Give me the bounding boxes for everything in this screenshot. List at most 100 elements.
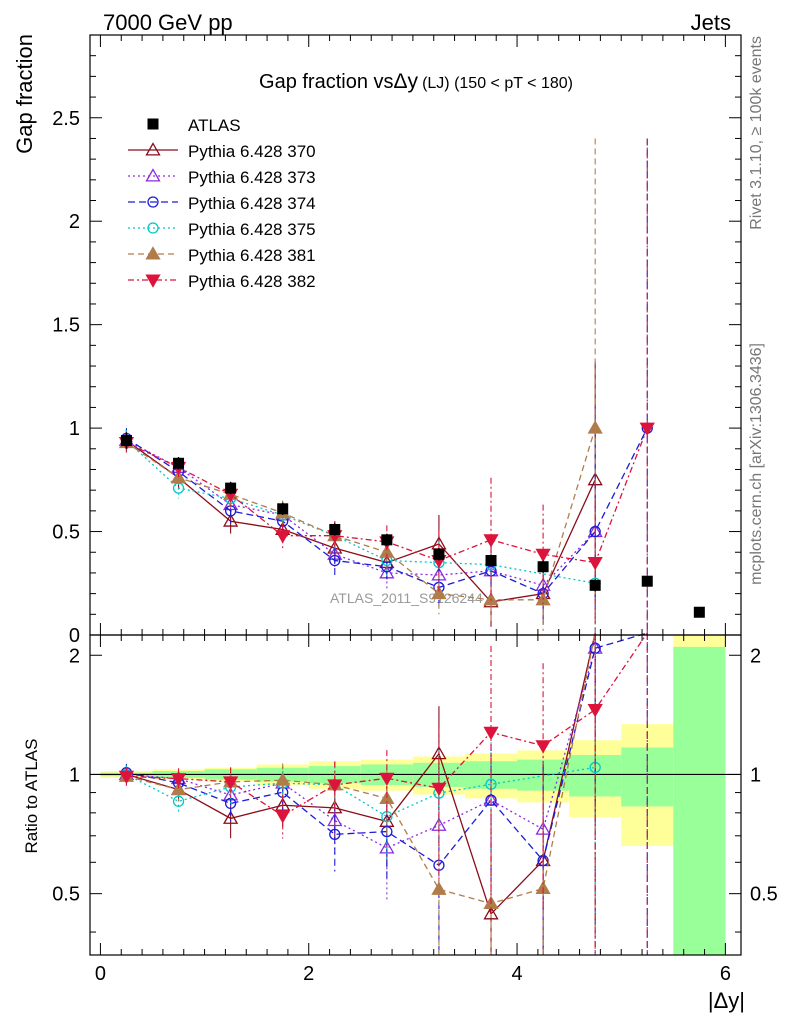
- ratio-series-line: [126, 632, 648, 817]
- series-line: [126, 439, 596, 603]
- ratio-series-line: [126, 632, 596, 905]
- x-tick-label: 2: [303, 963, 314, 985]
- ratio-panel-frame: [89, 634, 742, 956]
- legend-marker: [145, 274, 161, 288]
- header-jets: Jets: [691, 10, 731, 35]
- series-point: [535, 548, 551, 563]
- ratio-point: [431, 782, 447, 797]
- legend-item: Pythia 6.428 373: [128, 168, 316, 187]
- legend-label: Pythia 6.428 382: [188, 272, 316, 291]
- legend-item: Pythia 6.428 370: [128, 142, 316, 161]
- ratio-point: [327, 812, 343, 827]
- legend-marker: [145, 246, 161, 260]
- data-point: [433, 548, 445, 560]
- main-panel-series: [118, 138, 705, 635]
- ratio-point: [483, 906, 499, 920]
- y-tick-label: 0: [69, 625, 80, 647]
- ratio-point: [431, 881, 447, 895]
- x-tick-label: 4: [511, 963, 522, 985]
- series-point: [483, 534, 499, 548]
- series-point: [275, 530, 291, 544]
- legend-item: Pythia 6.428 375: [128, 220, 316, 239]
- series-point: [381, 561, 393, 573]
- ratio-point: [381, 825, 393, 838]
- legend: ATLAS Pythia 6.428 370 Pythia 6.428 373 Pyt…: [128, 116, 316, 291]
- legend-label: Pythia 6.428 381: [188, 246, 316, 265]
- data-point: [120, 435, 132, 447]
- y-tick-label: 2: [69, 211, 80, 233]
- x-tick-label: 6: [720, 963, 731, 985]
- x-axis-label: |Δy|: [708, 988, 745, 1013]
- series-line: [126, 440, 596, 584]
- header-beam: 7000 GeV pp: [103, 10, 233, 35]
- data-point: [589, 579, 601, 591]
- ratio-point: [118, 770, 135, 785]
- rivet-label: Rivet 3.1.10, ≥ 100k events: [748, 36, 765, 230]
- ratio-tick-label-right: 2: [750, 645, 761, 667]
- data-point: [537, 561, 549, 573]
- ratio-point: [275, 810, 291, 824]
- ratio-point: [172, 795, 185, 807]
- x-tick-label: 0: [95, 963, 106, 985]
- data-point: [277, 503, 289, 515]
- data-point: [641, 575, 653, 587]
- ratio-tick-label: 2: [69, 645, 80, 667]
- ratio-series-line: [126, 632, 596, 916]
- ratio-point: [535, 740, 551, 754]
- ratio-point: [170, 773, 187, 787]
- data-point: [225, 482, 237, 494]
- series-point: [222, 513, 239, 527]
- series-point: [329, 554, 341, 567]
- ratio-point: [170, 781, 187, 796]
- legend-marker: [147, 118, 159, 130]
- data-point: [485, 555, 497, 567]
- legend-label: Pythia 6.428 373: [188, 168, 316, 187]
- data-point: [381, 534, 393, 546]
- ratio-series-line: [126, 648, 596, 849]
- ratio-tick-label-right: 0.5: [750, 884, 778, 906]
- legend-marker: [147, 196, 159, 208]
- chart-title-tail: (LJ) (150 < pT < 180): [422, 75, 573, 92]
- ratio-point: [587, 704, 603, 718]
- y-tick-label: 1: [69, 418, 80, 440]
- ratio-point: [275, 772, 291, 786]
- legend-marker: [145, 142, 161, 156]
- series-line: [126, 439, 596, 587]
- legend-item: Pythia 6.428 382: [128, 272, 316, 291]
- chart-title: Gap fraction vsΔy (LJ) (150 < pT < 180): [259, 70, 573, 93]
- data-point: [329, 523, 341, 535]
- chart-title-main: Gap fraction vs: [259, 71, 394, 93]
- y-tick-label: 0.5: [52, 522, 80, 544]
- legend-label: ATLAS: [188, 116, 241, 135]
- axes-frame: 0 2 4 600.511.522.50.5 0.51 12 2: [52, 34, 778, 985]
- ratio-panel-series: [118, 632, 648, 955]
- series-point: [639, 422, 655, 436]
- ratio-axis-label: Ratio to ATLAS: [22, 739, 41, 854]
- legend-item: ATLAS: [147, 116, 241, 135]
- ratio-uncertainty-bands: [100, 635, 726, 955]
- analysis-watermark: ATLAS_2011_S9126244: [330, 590, 483, 606]
- mcplots-label: mcplots.cern.ch [arXiv:1306.3436]: [748, 343, 765, 585]
- ratio-point: [379, 772, 395, 787]
- data-point: [693, 606, 705, 618]
- y-tick-label: 1.5: [52, 315, 80, 337]
- legend-item: Pythia 6.428 374: [128, 194, 316, 213]
- legend-label: Pythia 6.428 375: [188, 220, 316, 239]
- series-line: [126, 427, 596, 601]
- legend-marker: [147, 222, 159, 234]
- y-tick-label: 2.5: [52, 108, 80, 130]
- data-point: [173, 457, 185, 469]
- ratio-point: [483, 726, 499, 741]
- y-axis-label: Gap fraction: [12, 34, 37, 154]
- series-point: [431, 585, 447, 600]
- ratio-band-inner: [673, 646, 726, 955]
- series-point: [589, 525, 601, 538]
- legend-label: Pythia 6.428 374: [188, 194, 316, 213]
- legend-item: Pythia 6.428 381: [128, 246, 316, 265]
- ratio-tick-label: 0.5: [52, 884, 80, 906]
- ratio-point: [222, 810, 239, 824]
- chart-title-delta: Δy: [394, 70, 419, 93]
- legend-label: Pythia 6.428 370: [188, 142, 316, 161]
- ratio-point: [329, 828, 341, 841]
